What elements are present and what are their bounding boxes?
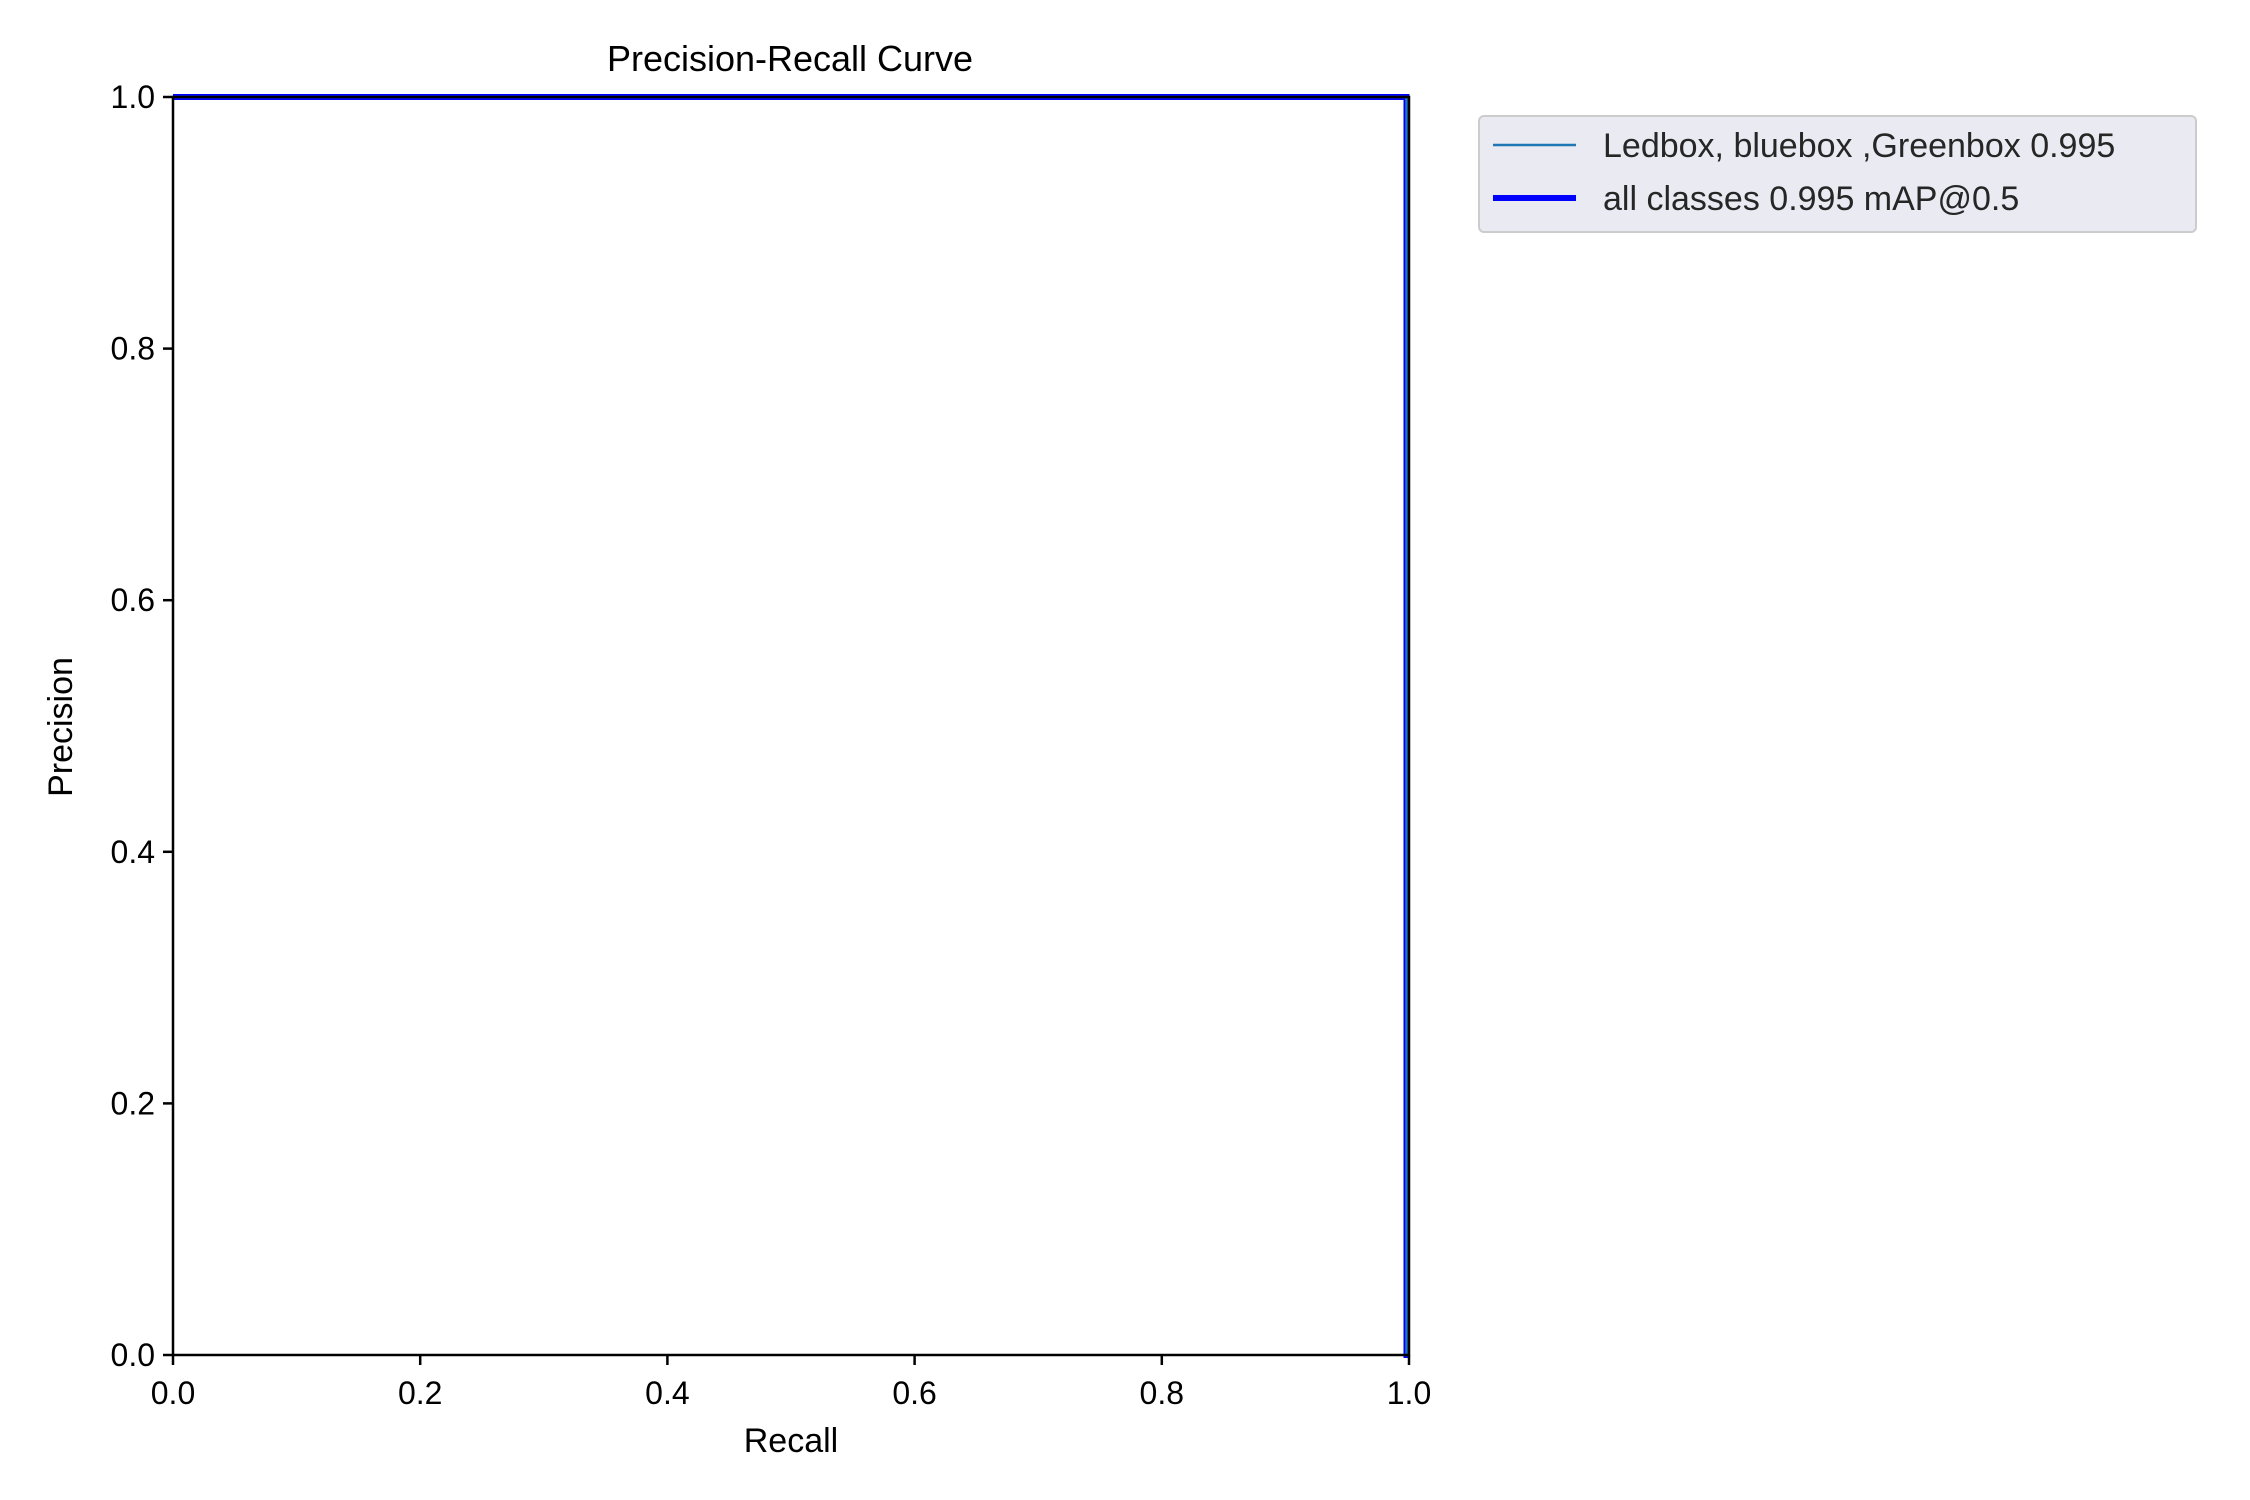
x-axis: 0.0 0.2 0.4 0.6 0.8 1.0 — [151, 1355, 1431, 1411]
x-tick-label: 0.2 — [398, 1375, 442, 1411]
x-tick-label: 1.0 — [1387, 1375, 1431, 1411]
chart-title: Precision-Recall Curve — [607, 38, 973, 79]
series-line-1 — [173, 94, 1410, 1358]
x-tick-label: 0.8 — [1140, 1375, 1184, 1411]
x-axis-label: Recall — [744, 1422, 838, 1460]
series-line-0 — [173, 95, 1409, 1357]
plot-area — [171, 94, 1411, 1358]
plot-frame — [171, 95, 1411, 1357]
y-tick-label: 0.6 — [111, 582, 155, 618]
y-axis-label: Precision — [42, 657, 80, 797]
x-tick-label: 0.4 — [645, 1375, 689, 1411]
y-tick-label: 0.0 — [111, 1337, 155, 1373]
y-tick-label: 0.2 — [111, 1085, 155, 1121]
y-tick-label: 0.8 — [111, 331, 155, 367]
y-axis: 0.0 0.2 0.4 0.6 0.8 1.0 — [111, 79, 173, 1373]
series-layer — [173, 94, 1410, 1358]
y-tick-label: 1.0 — [111, 79, 155, 115]
y-tick-label: 0.4 — [111, 834, 155, 870]
legend-box — [1478, 115, 2197, 233]
legend: Ledbox, bluebox ,Greenbox 0.995 all class… — [1478, 115, 2197, 233]
legend-label-0: Ledbox, bluebox ,Greenbox 0.995 — [1603, 127, 2115, 165]
x-tick-label: 0.6 — [892, 1375, 936, 1411]
legend-label-1: all classes 0.995 mAP@0.5 — [1603, 180, 2019, 218]
x-tick-label: 0.0 — [151, 1375, 195, 1411]
